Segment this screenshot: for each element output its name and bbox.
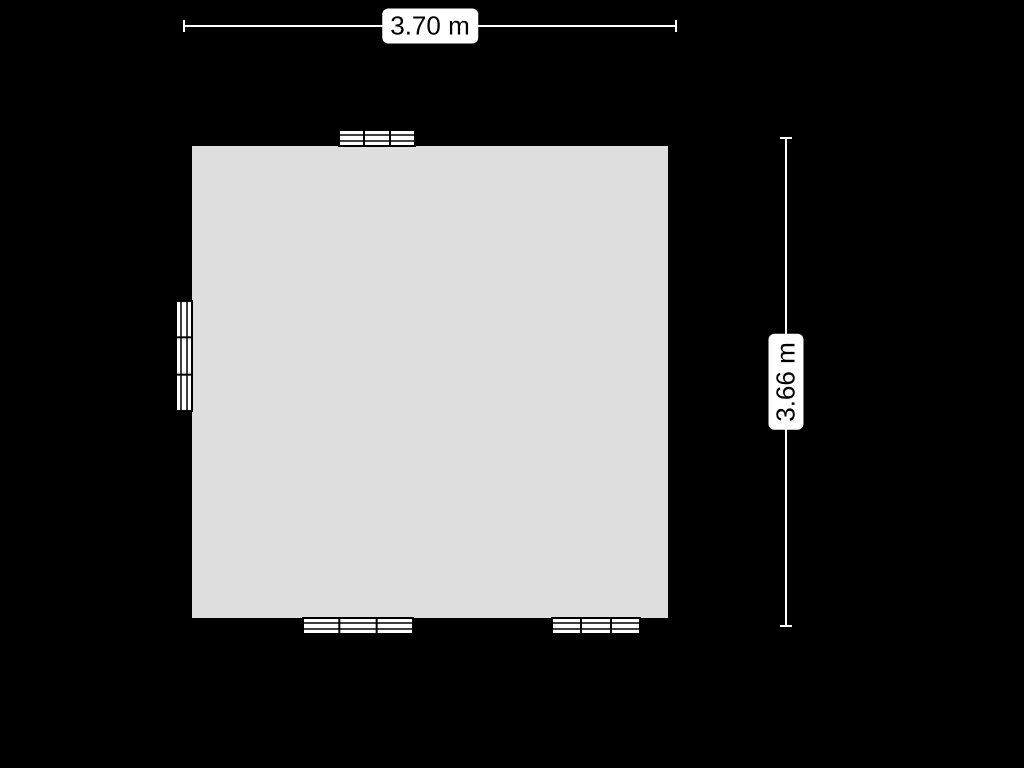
floorplan-canvas: 3.70 m 3.66 m <box>0 0 1024 768</box>
window-symbol <box>302 617 414 635</box>
window-symbol <box>551 617 641 635</box>
dimension-width-label: 3.70 m <box>382 9 478 44</box>
window-symbol <box>175 300 193 412</box>
dimension-height-label: 3.66 m <box>769 334 804 430</box>
dimension-lines <box>0 0 1024 768</box>
window-symbol <box>338 129 416 147</box>
